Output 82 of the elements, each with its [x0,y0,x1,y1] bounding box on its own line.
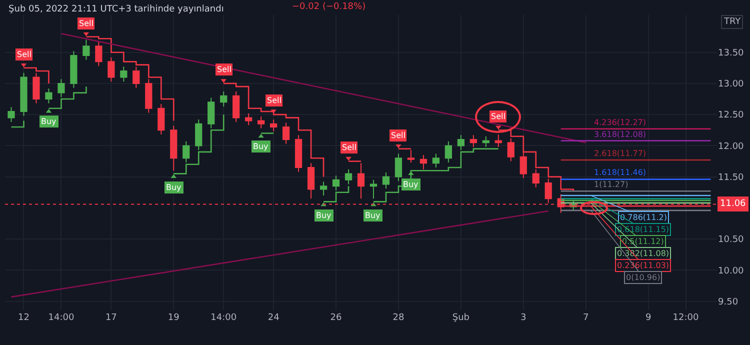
candlestick [20,72,28,116]
candlestick [258,116,265,129]
candlestick [45,88,52,104]
y-tick-label: 11.50 [718,172,744,183]
data-label: Buy [316,211,332,220]
data-label: Sell [217,65,232,74]
candlestick [170,125,178,172]
data-label: Buy [403,180,419,189]
x-tick-label: 14:00 [48,313,74,323]
x-tick-label: Şub [452,313,470,323]
candlestick [120,66,128,82]
y-tick-label: 13.50 [718,48,744,58]
chart-subtitle: −0.02 (−0.18%) [292,2,366,12]
candlestick [145,78,152,114]
data-label: Buy [41,117,57,126]
chart-title: Şub 05, 2022 21:11 UTC+3 tarihinde yayınlandı [8,4,224,14]
x-tick-label: 7 [582,313,589,323]
series-label: 1(11.27) [594,180,628,189]
text: 0.236(11.03) [617,261,670,270]
candlestick [70,50,78,88]
candlestick [220,91,228,107]
candlestick [320,181,328,196]
ref-line-label: 11.06 [720,199,746,209]
series-label: 3.618(12.08) [594,130,646,139]
x-tick-label: 9 [645,313,652,323]
x-tick-label: 28 [392,313,404,323]
series-label: 1.618(11.46) [594,168,646,177]
y-tick-label: 9.50 [718,297,738,308]
candlestick [195,119,202,151]
x-tick-label: 12 [18,313,30,323]
series-label: 4.236(12.27) [594,118,646,127]
candlestick [282,122,290,144]
candlestick [182,140,190,163]
series-label: 2.618(11.77) [594,149,646,158]
data-label: Sell [267,96,282,105]
candlestick [532,168,540,188]
data-label: Sell [342,143,356,152]
candlestick [270,119,278,132]
data-label: Sell [491,112,506,121]
point [396,144,402,148]
x-tick-label: 14:00 [210,313,237,323]
point [258,134,264,138]
x-tick-label: 12:00 [672,313,700,323]
candlestick [294,134,302,172]
candlestick [520,152,527,179]
x-tick-label: 17 [105,313,117,323]
candlestick [232,91,240,123]
candlestick [470,134,477,148]
text: 0.786(11.2) [620,213,667,222]
candlestick [132,66,140,88]
candlestick [444,140,452,163]
y-tick-label: 10.50 [718,235,744,246]
candlestick [8,106,15,123]
candlestick [245,112,252,126]
y-tick-label: 13.00 [718,80,744,90]
candlestick [494,134,502,148]
data-label: Sell [391,131,406,140]
candlestick [82,39,90,60]
data-label: Sell [79,19,94,28]
text: 0(10.96) [626,273,660,282]
x-tick-label: 3 [520,313,526,323]
data-label: Sell [17,50,32,59]
data-label: Buy [166,183,182,192]
candlestick [158,104,165,135]
x-tick-label: 26 [330,313,342,323]
text: TRY [723,17,742,27]
data-label: Buy [365,211,381,220]
candlestick [108,56,115,82]
x-tick-label: 19 [168,313,180,323]
candlestick [507,138,514,162]
candlestick [95,41,102,67]
candlestick [382,172,390,190]
candlestick [370,179,378,200]
data-label: Buy [253,142,269,151]
point [346,156,352,161]
y-tick-label: 12.00 [718,142,744,152]
candlestick [307,162,315,200]
y-tick-label: 12.50 [718,110,744,121]
y-tick-label: 10.00 [718,266,744,276]
candlestick [432,153,440,168]
candlestick [420,154,428,170]
x-tick-label: 24 [268,313,280,323]
